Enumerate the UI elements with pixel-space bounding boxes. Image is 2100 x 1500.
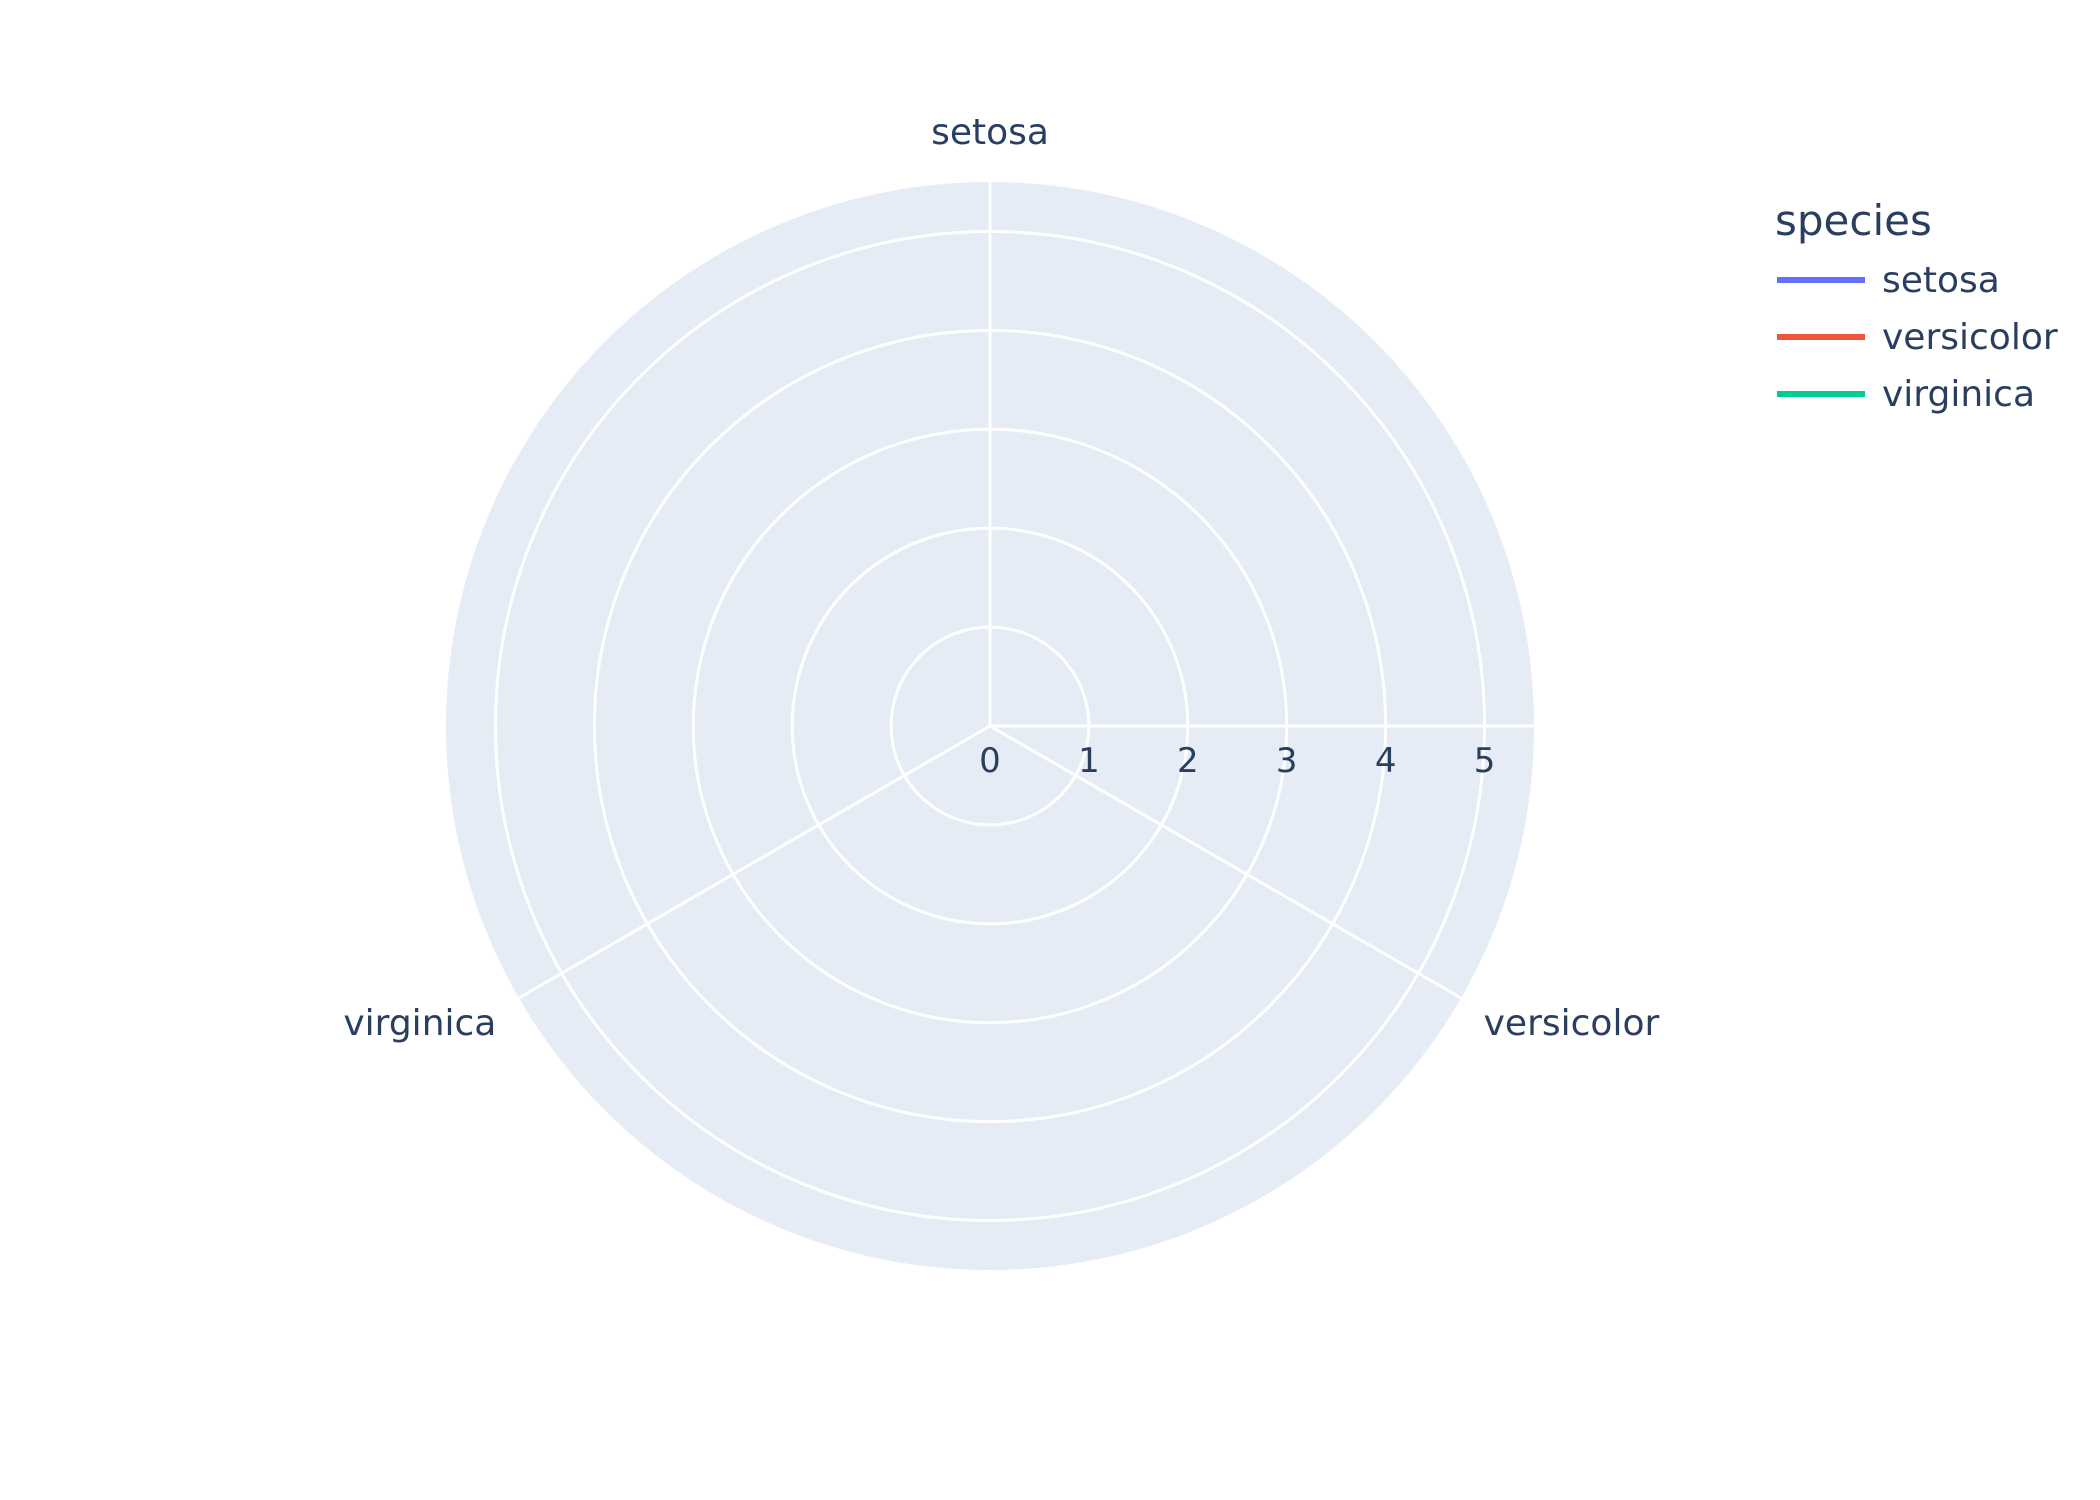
radial-tick-label: 4 (1375, 741, 1397, 781)
radial-tick-label: 0 (979, 741, 1001, 781)
category-label-setosa: setosa (931, 112, 1049, 153)
category-label-versicolor: versicolor (1484, 1003, 1660, 1044)
angular-spoke (518, 724, 991, 1000)
legend-label: virginica (1882, 374, 2035, 415)
legend-label: versicolor (1882, 317, 2058, 358)
category-label-virginica: virginica (343, 1003, 496, 1044)
radial-tick-labels: 0 1 2 3 4 5 (979, 741, 1495, 781)
angular-spoke (989, 724, 1462, 1000)
legend-item-setosa[interactable]: setosa (1777, 260, 2000, 301)
legend-title: species (1775, 196, 1932, 245)
polar-grid (493, 182, 1534, 1223)
legend-item-versicolor[interactable]: versicolor (1777, 317, 2058, 358)
radial-tick-label: 5 (1474, 741, 1496, 781)
legend: species setosa versicolor virginica (1775, 196, 2058, 415)
legend-items: setosa versicolor virginica (1777, 260, 2058, 415)
radial-tick-label: 1 (1078, 741, 1100, 781)
legend-item-virginica[interactable]: virginica (1777, 374, 2035, 415)
radial-tick-label: 2 (1177, 741, 1199, 781)
category-labels: setosa versicolor virginica (343, 112, 1659, 1044)
radial-tick-label: 3 (1276, 741, 1298, 781)
legend-label: setosa (1882, 260, 2000, 301)
